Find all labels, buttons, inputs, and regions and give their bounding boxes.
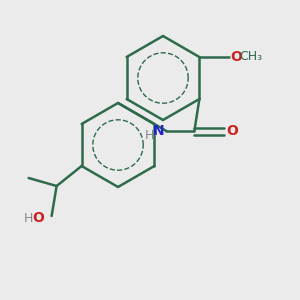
Text: O: O — [32, 211, 44, 225]
Text: O: O — [230, 50, 242, 64]
Text: N: N — [153, 124, 164, 138]
Text: H: H — [145, 128, 154, 142]
Text: O: O — [226, 124, 238, 138]
Text: H: H — [23, 212, 33, 224]
Text: CH₃: CH₃ — [239, 50, 262, 64]
